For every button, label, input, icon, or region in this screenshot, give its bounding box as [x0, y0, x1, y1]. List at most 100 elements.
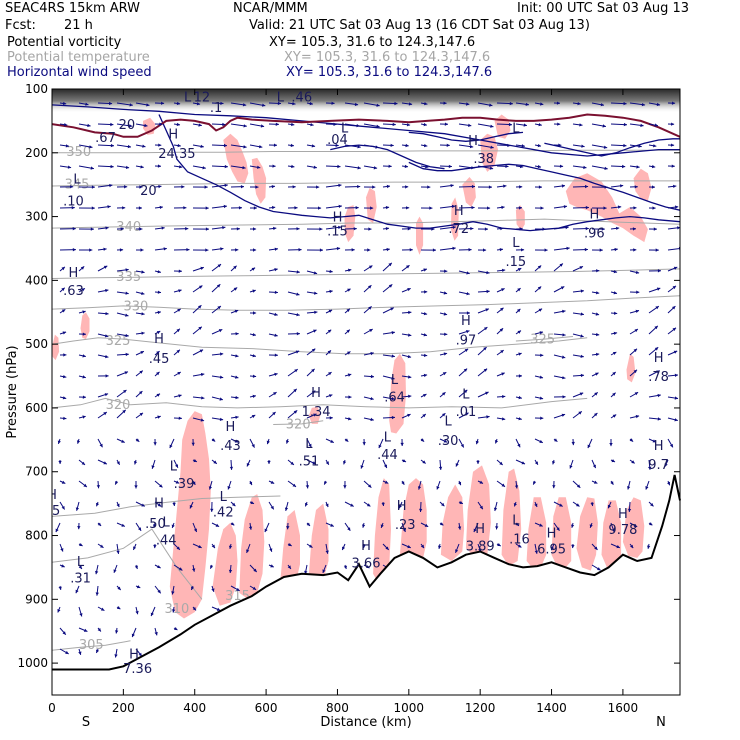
wind-vector-head — [62, 331, 67, 335]
wind-vector-head — [648, 466, 652, 470]
wind-vector-head — [219, 397, 223, 401]
wind-vector-head — [483, 248, 487, 252]
wind-vector-head — [229, 466, 234, 470]
wind-vector-head — [134, 485, 138, 489]
wind-vector-head — [390, 307, 394, 311]
wind-vector-head — [525, 102, 529, 106]
wind-vector-head — [651, 164, 656, 169]
wind-vector-head — [508, 122, 512, 127]
wind-vector-head — [133, 461, 138, 465]
wind-vector-head — [293, 388, 297, 393]
wind-vector-head — [252, 333, 256, 337]
wind-vector-head — [544, 248, 548, 252]
extrema-label: 7.36 — [123, 662, 152, 677]
wind-vector-head — [217, 264, 221, 268]
wind-vector-head — [633, 348, 637, 353]
extrema-label: H — [226, 420, 236, 435]
wind-vector-head — [76, 440, 81, 444]
wind-vector-head — [592, 464, 596, 469]
wind-vector-head — [463, 389, 468, 394]
wind-vector-head — [494, 440, 499, 444]
wind-vector-head — [141, 503, 145, 507]
wind-vector-head — [580, 312, 584, 316]
theta-contour-label: 335 — [116, 270, 141, 285]
wind-vector-head — [631, 460, 635, 464]
wind-vector-head — [442, 372, 447, 376]
theta-contour — [52, 397, 588, 409]
pv-shaded-region — [373, 478, 391, 581]
wind-vector-head — [604, 185, 608, 189]
wind-vector-head — [442, 413, 446, 417]
wind-vector-head — [274, 290, 278, 294]
terrain-mask — [52, 474, 680, 695]
wind-vector-head — [70, 185, 74, 189]
wind-vector-head — [272, 164, 276, 168]
wind-vector-head — [499, 328, 504, 332]
wind-vector-head — [216, 607, 221, 611]
wind-vector-head — [360, 465, 364, 469]
wind-vector-head — [174, 627, 178, 630]
extrema-label: .78 — [648, 370, 669, 385]
wind-vector-head — [246, 549, 250, 553]
wind-vector-head — [521, 248, 525, 252]
stratosphere-shading — [52, 89, 680, 113]
extrema-label: .01 — [456, 405, 477, 420]
wind-vector-head — [210, 565, 214, 569]
theta-contour-label: 345 — [65, 178, 90, 193]
wind-vector-head — [672, 285, 676, 290]
wind-vector-head — [103, 461, 107, 465]
wind-vector-head — [83, 628, 88, 632]
wind-vector-head — [296, 270, 300, 274]
wind-vector-head — [645, 486, 649, 490]
wind-vector-head — [523, 123, 527, 127]
wind-vector-head — [311, 348, 316, 352]
wind-vector-head — [444, 269, 448, 273]
wind-vector-head — [436, 486, 440, 490]
extrema-label: 6.95 — [537, 542, 566, 557]
wind-vector-head — [178, 567, 183, 571]
wind-vector-head — [219, 417, 224, 421]
extrema-label: L — [512, 514, 520, 529]
wind-vector-head — [89, 145, 93, 149]
wind-vector-head — [172, 609, 176, 613]
wind-vector-head — [309, 101, 313, 106]
wind-vector-head — [196, 102, 201, 106]
wind-vector-head — [538, 123, 542, 127]
wind-vector-head — [596, 269, 600, 273]
wind-vector-head — [121, 439, 125, 443]
wind-vector-head — [135, 610, 139, 615]
wind-vector-head — [566, 246, 570, 251]
wind-vector-head — [385, 227, 389, 231]
wind-vector-head — [116, 550, 120, 554]
extrema-label: .51 — [299, 454, 320, 469]
wind-vector-head — [357, 185, 361, 189]
wind-vector-head — [344, 438, 349, 442]
extrema-label: H — [397, 499, 407, 514]
wind-vector-head — [328, 309, 333, 313]
wind-vector-head — [599, 248, 603, 252]
extrema-label: .39 — [174, 477, 195, 492]
wind-vector-head — [655, 306, 659, 310]
wind-vector-head — [585, 205, 589, 210]
y-tick-label: 1000 — [17, 656, 48, 670]
extrema-label: L — [341, 121, 349, 136]
wind-vector-head — [460, 444, 464, 448]
theta-contour — [515, 336, 574, 342]
wind-vector-head — [632, 227, 636, 231]
wind-vector-head — [235, 415, 239, 419]
extrema-label: 20 — [140, 184, 157, 199]
wind-vector-head — [378, 444, 382, 449]
wind-vector-head — [502, 268, 506, 272]
wind-vector-head — [144, 123, 148, 128]
wind-vector-head — [296, 313, 300, 317]
extrema-label: 9.78 — [608, 523, 637, 538]
wind-vector-head — [571, 524, 575, 528]
wind-vector-head — [183, 206, 187, 210]
extrema-label: 3.89 — [466, 540, 495, 555]
wind-vector-head — [376, 103, 380, 107]
wind-vector-head — [80, 266, 85, 270]
wind-vector-head — [223, 204, 227, 209]
wind-vector-head — [519, 185, 523, 189]
pv-shaded-region — [576, 497, 598, 571]
wind-vector-head — [385, 205, 390, 210]
